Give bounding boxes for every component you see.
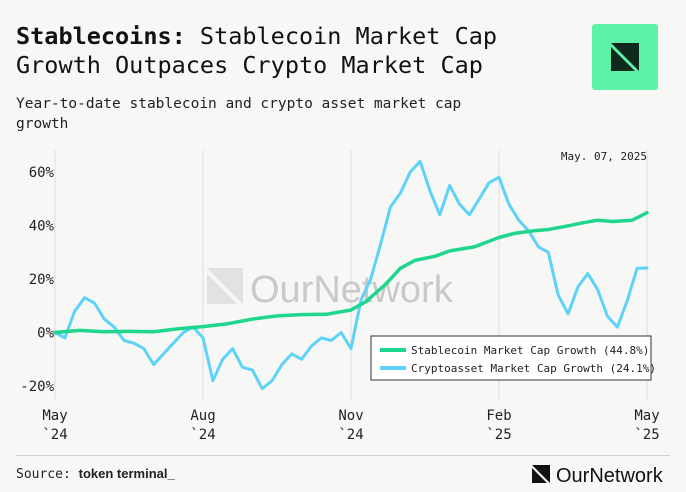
ournetwork-mark-icon (611, 43, 639, 71)
x-tick-label: `24 (190, 427, 215, 443)
x-tick-label: May (42, 408, 67, 424)
x-tick-label: May (634, 408, 659, 424)
source-credit: Source: token terminal_ (16, 466, 175, 482)
footer-mark-icon (532, 465, 550, 483)
source-label: Source: (16, 467, 79, 482)
y-axis-labels: 60% 40% 20% 0% -20% (20, 165, 54, 395)
legend-entry-crypto: Cryptoasset Market Cap Growth (24.1%) (411, 362, 656, 375)
footer-brand-logo: OurNetwork (532, 465, 664, 487)
stablecoin-series-line (53, 210, 649, 335)
y-tick-label: 60% (29, 165, 55, 181)
y-tick-label: 0% (37, 326, 54, 342)
y-tick-label: 40% (29, 219, 55, 235)
chart-title: Stablecoins: Stablecoin Market Cap Growt… (16, 22, 576, 80)
title-bold: Stablecoins: (16, 22, 186, 50)
footer-divider (16, 455, 670, 456)
chart-subtitle: Year-to-date stablecoin and crypto asset… (16, 96, 462, 132)
x-tick-label: Aug (190, 408, 215, 424)
source-name: token terminal_ (78, 466, 175, 481)
watermark-text: OurNetwork (250, 269, 454, 311)
x-tick-label: `25 (486, 427, 511, 443)
crypto-series-line (53, 159, 649, 391)
footer-brand: OurNetwork (530, 463, 670, 487)
y-tick-label: -20% (20, 379, 54, 395)
y-tick-label: 20% (29, 272, 55, 288)
title-rest: Stablecoin Market Cap Growth Outpaces Cr… (16, 22, 498, 79)
ournetwork-logo-badge (592, 24, 658, 90)
x-tick-label: `24 (338, 427, 363, 443)
line-chart: OurNetwork 60% 40% 20% 0% -20% May `24 Aug `24 N… (20, 150, 660, 443)
x-tick-label: Nov (338, 408, 363, 424)
x-tick-label: `25 (634, 427, 659, 443)
legend: Stablecoin Market Cap Growth (44.8%) Cry… (370, 335, 656, 381)
series (53, 159, 649, 391)
x-tick-label: `24 (42, 427, 67, 443)
x-axis-labels: May `24 Aug `24 Nov `24 Feb `25 May `25 (42, 408, 659, 443)
x-tick-label: Feb (486, 408, 511, 424)
legend-entry-stablecoin: Stablecoin Market Cap Growth (44.8%) (411, 344, 649, 357)
footer-brand-text: OurNetwork (556, 465, 664, 487)
watermark: OurNetwork (207, 268, 454, 311)
date-annotation: May. 07, 2025 (561, 150, 647, 163)
